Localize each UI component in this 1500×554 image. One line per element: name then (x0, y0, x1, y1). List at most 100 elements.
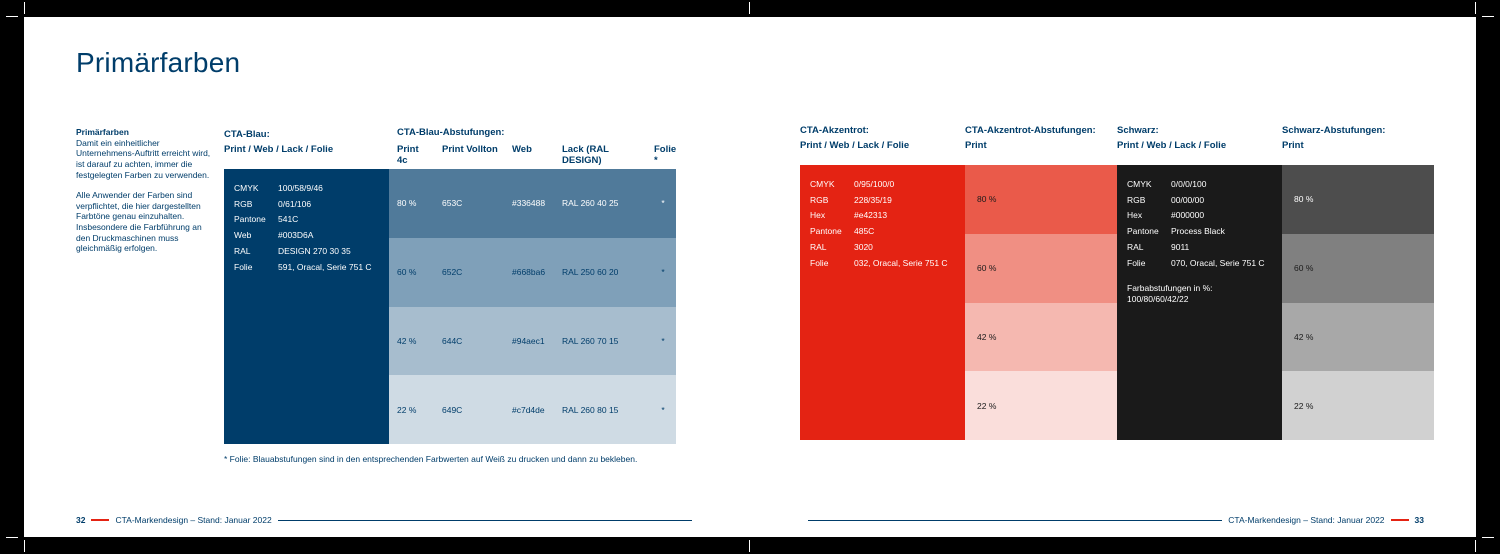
tint-cell-pct: 22 % (389, 405, 434, 415)
spec-key: Pantone (1127, 224, 1171, 240)
color-spec-row: Pantone485C (810, 224, 954, 240)
color-spec-row: Folie591, Oracal, Serie 751 C (234, 260, 378, 276)
color-spec-row: RAL9011 (1127, 240, 1271, 256)
red-swatch: CMYK0/95/100/0RGB228/35/19Hex#e42313Pant… (800, 165, 965, 440)
color-spec-row: Hex#e42313 (810, 208, 954, 224)
red-tints-title: CTA-Akzentrot-Abstufungen: (965, 123, 1117, 138)
spec-value: Process Black (1171, 224, 1271, 240)
page-title: Primärfarben (76, 47, 730, 79)
tint-cell-pct: 42 % (389, 336, 434, 346)
th-lack: Lack (RAL DESIGN) (554, 144, 646, 166)
spec-key: Folie (810, 256, 854, 272)
intro-p2: Alle Anwender der Farben sind verpflicht… (76, 190, 212, 254)
tint-cell-pv: 644C (434, 336, 504, 346)
tint-row: 42 %644C#94aec1RAL 260 70 15* (389, 307, 676, 376)
blue-tints-column: CTA-Blau-Abstufungen: Print 4c Print Vol… (389, 127, 676, 444)
tint-row: 60 %652C#668ba6RAL 250 60 20* (389, 238, 676, 307)
spec-key: CMYK (810, 177, 854, 193)
color-spec-row: RAL3020 (810, 240, 954, 256)
black-tints-title: Schwarz-Abstufungen: (1282, 123, 1434, 138)
color-spec-row: Web#003D6A (234, 228, 378, 244)
spec-key: Web (234, 228, 278, 244)
tint-row: 42 % (965, 303, 1117, 372)
spec-value: #e42313 (854, 208, 954, 224)
tint-row: 80 % (965, 165, 1117, 234)
page-number-left: 32 (76, 515, 85, 525)
intro-heading: Primärfarben (76, 127, 129, 137)
black-subtitle: Print / Web / Lack / Folie (1117, 138, 1282, 153)
spec-value: 9011 (1171, 240, 1271, 256)
tint-row: 22 % (965, 371, 1117, 440)
color-spec-row: Folie070, Oracal, Serie 751 C (1127, 256, 1271, 272)
footer-right: CTA-Markendesign – Stand: Januar 2022 33 (802, 515, 1424, 525)
black-title: Schwarz: (1117, 123, 1282, 138)
spec-value: 228/35/19 (854, 193, 954, 209)
intro-p1: Damit ein einheitlicher Unternehmens-Auf… (76, 138, 210, 180)
spec-key: RAL (1127, 240, 1171, 256)
spec-key: RGB (234, 197, 278, 213)
blue-swatch: CMYK100/58/9/46RGB0/61/106Pantone541CWeb… (224, 169, 389, 444)
tint-cell-pv: 649C (434, 405, 504, 415)
page-left: Primärfarben Primärfarben Damit ein einh… (24, 17, 750, 537)
color-spec-row: CMYK0/95/100/0 (810, 177, 954, 193)
tint-cell-pv: 652C (434, 267, 504, 277)
spec-value: #000000 (1171, 208, 1271, 224)
tint-cell-pct: 60 % (389, 267, 434, 277)
spec-value: 032, Oracal, Serie 751 C (854, 256, 954, 272)
tint-cell-lack: RAL 260 70 15 (554, 336, 646, 346)
th-folie: Folie * (646, 144, 676, 166)
tint-row: 60 % (965, 234, 1117, 303)
black-note: Farbabstufungen in %: 100/80/60/42/22 (1127, 283, 1272, 303)
red-title: CTA-Akzentrot: (800, 123, 965, 138)
spec-value: 541C (278, 212, 378, 228)
spec-key: RGB (1127, 193, 1171, 209)
tint-cell-web: #668ba6 (504, 267, 554, 277)
brand-guide-spread: Primärfarben Primärfarben Damit ein einh… (24, 17, 1476, 537)
tint-cell-folie: * (646, 198, 676, 208)
tint-cell-lack: RAL 260 40 25 (554, 198, 646, 208)
blue-subtitle: Print / Web / Lack / Folie (224, 142, 389, 157)
spec-key: CMYK (234, 181, 278, 197)
black-tints-column: Schwarz-Abstufungen: Print 80 %60 %42 %2… (1282, 123, 1434, 440)
spec-key: Folie (234, 260, 278, 276)
spec-value: 00/00/00 (1171, 193, 1271, 209)
color-spec-row: RALDESIGN 270 30 35 (234, 244, 378, 260)
tint-cell-pv: 653C (434, 198, 504, 208)
color-spec-row: RGB0/61/106 (234, 197, 378, 213)
th-vollton: Print Vollton (434, 144, 504, 166)
footnote: * Folie: Blauabstufungen sind in den ent… (224, 454, 730, 464)
blue-title: CTA-Blau: (224, 127, 389, 142)
spec-value: 485C (854, 224, 954, 240)
th-print4c: Print 4c (389, 144, 434, 166)
tint-cell-web: #c7d4de (504, 405, 554, 415)
spec-key: RGB (810, 193, 854, 209)
tint-cell-folie: * (646, 336, 676, 346)
tint-cell-folie: * (646, 405, 676, 415)
spec-value: 3020 (854, 240, 954, 256)
color-spec-row: Hex#000000 (1127, 208, 1271, 224)
spec-value: 591, Oracal, Serie 751 C (278, 260, 378, 276)
spec-key: RAL (234, 244, 278, 260)
tint-cell-web: #336488 (504, 198, 554, 208)
black-swatch: CMYK0/0/0/100RGB00/00/00Hex#000000Panton… (1117, 165, 1282, 440)
spec-key: Folie (1127, 256, 1171, 272)
blue-tints-title: CTA-Blau-Abstufungen: (389, 127, 504, 138)
color-spec-row: RGB228/35/19 (810, 193, 954, 209)
tint-row: 42 % (1282, 303, 1434, 372)
tint-cell-folie: * (646, 267, 676, 277)
spec-key: Pantone (234, 212, 278, 228)
spec-value: DESIGN 270 30 35 (278, 244, 378, 260)
tint-cell-web: #94aec1 (504, 336, 554, 346)
spec-key: RAL (810, 240, 854, 256)
spec-value: 070, Oracal, Serie 751 C (1171, 256, 1271, 272)
spec-key: CMYK (1127, 177, 1171, 193)
spec-value: #003D6A (278, 228, 378, 244)
spec-value: 0/95/100/0 (854, 177, 954, 193)
spec-key: Hex (810, 208, 854, 224)
color-spec-row: Folie032, Oracal, Serie 751 C (810, 256, 954, 272)
th-web: Web (504, 144, 554, 166)
tint-row: 22 % (1282, 371, 1434, 440)
tint-row: 80 %653C#336488RAL 260 40 25* (389, 169, 676, 238)
color-spec-row: CMYK0/0/0/100 (1127, 177, 1271, 193)
color-spec-row: PantoneProcess Black (1127, 224, 1271, 240)
